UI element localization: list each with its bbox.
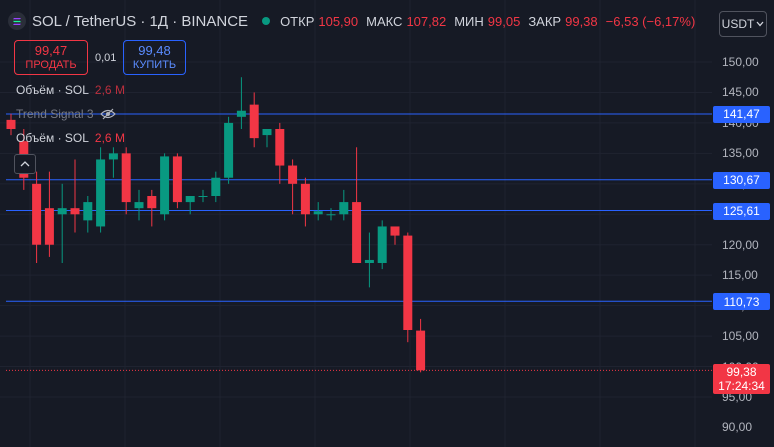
last-price-tag: 99,38 17:24:34 bbox=[713, 364, 770, 394]
chevron-up-icon bbox=[20, 161, 30, 167]
line-price-tag: 141,47 bbox=[713, 105, 770, 123]
candle-body bbox=[313, 211, 323, 215]
ohlc-high-label: МАКС bbox=[366, 13, 403, 29]
indicator-value: 2,6 M bbox=[94, 131, 125, 145]
candle-body bbox=[262, 129, 272, 136]
price-axis-label: 120,00 bbox=[722, 237, 759, 252]
price-axis-label: 150,00 bbox=[722, 55, 759, 69]
last-price-value: 99,38 bbox=[726, 365, 757, 379]
candle-body bbox=[352, 202, 362, 263]
candle-body bbox=[32, 183, 42, 245]
indicator-value: 2,6 M bbox=[94, 83, 125, 97]
buy-price: 99,48 bbox=[138, 42, 171, 58]
candle-body bbox=[300, 183, 310, 215]
candle-body bbox=[57, 208, 67, 215]
candle-body bbox=[44, 208, 54, 245]
ohlc-values: ОТКР 105,90 МАКС 107,82 МИН 99,05 ЗАКР 99,38… bbox=[280, 14, 699, 29]
candle-body bbox=[364, 259, 374, 263]
indicator-volume-1[interactable]: Объём · SOL 2,6 M bbox=[16, 83, 125, 97]
candle-body bbox=[185, 196, 195, 203]
chart-header: SOL / TetherUS · 1Д · BINANCE ОТКР 105,90… bbox=[8, 8, 699, 34]
candle-body bbox=[236, 110, 246, 117]
ohlc-change: −6,53 (−6,17%) bbox=[605, 13, 696, 29]
candle-body bbox=[147, 196, 157, 209]
candle-body bbox=[211, 177, 221, 196]
price-axis-label: 105,00 bbox=[722, 329, 759, 344]
candle-body bbox=[160, 156, 170, 215]
line-price-tag: 130,67 bbox=[713, 171, 770, 189]
sell-button[interactable]: 99,47 ПРОДАТЬ bbox=[14, 40, 88, 75]
ohlc-open-value: 105,90 bbox=[318, 13, 359, 29]
bar-countdown: 17:24:34 bbox=[718, 379, 765, 393]
candle-body bbox=[198, 196, 208, 197]
candle-body bbox=[172, 156, 182, 203]
price-axis-label: 135,00 bbox=[722, 146, 759, 161]
sell-label: ПРОДАТЬ bbox=[25, 58, 77, 71]
candle-body bbox=[249, 104, 259, 139]
candle-body bbox=[6, 119, 16, 129]
indicator-name: Объём · SOL bbox=[16, 131, 89, 145]
candle-body bbox=[275, 129, 285, 166]
line-price-tag: 125,61 bbox=[713, 202, 770, 220]
indicator-name: Trend Signal 3 bbox=[16, 107, 94, 121]
candle-body bbox=[108, 153, 118, 160]
indicator-volume-2[interactable]: Объём · SOL 2,6 M bbox=[16, 131, 125, 145]
buy-label: КУПИТЬ bbox=[132, 58, 177, 71]
candle-body bbox=[339, 202, 349, 215]
candle-body bbox=[403, 235, 413, 330]
sell-price: 99,47 bbox=[34, 42, 68, 58]
solana-icon bbox=[8, 12, 26, 30]
symbol-title[interactable]: SOL / TetherUS · 1Д · BINANCE bbox=[32, 12, 249, 30]
price-axis-label: 145,00 bbox=[722, 85, 759, 100]
ohlc-open-label: ОТКР bbox=[280, 13, 315, 29]
currency-label: USDT bbox=[721, 17, 755, 31]
spread-value: 0,01 bbox=[95, 52, 117, 64]
chevron-down-icon bbox=[756, 21, 764, 27]
indicator-trend-signal[interactable]: Trend Signal 3 bbox=[16, 107, 116, 121]
line-price-tag: 110,73 bbox=[713, 293, 770, 311]
candle-body bbox=[224, 122, 234, 178]
price-axis-label: 115,00 bbox=[722, 268, 758, 283]
market-status-dot bbox=[262, 17, 271, 25]
collapse-legend-button[interactable] bbox=[14, 154, 36, 174]
candle-body bbox=[288, 165, 298, 184]
candle-body bbox=[121, 153, 131, 203]
ohlc-low-value: 99,05 bbox=[487, 13, 521, 29]
price-axis-label: 90,00 bbox=[722, 420, 753, 435]
ohlc-low-label: МИН bbox=[454, 13, 484, 29]
candle-body bbox=[416, 330, 426, 371]
candle-body bbox=[390, 226, 400, 236]
candle-body bbox=[96, 159, 106, 227]
candle-body bbox=[83, 202, 93, 221]
candle-body bbox=[134, 202, 144, 209]
ohlc-close-label: ЗАКР bbox=[528, 13, 562, 29]
eye-hidden-icon[interactable] bbox=[99, 108, 116, 120]
candle-body bbox=[70, 208, 80, 215]
ohlc-high-value: 107,82 bbox=[406, 13, 447, 29]
candle-body bbox=[326, 214, 336, 216]
currency-selector[interactable]: USDT bbox=[719, 11, 767, 37]
buy-button[interactable]: 99,48 КУПИТЬ bbox=[123, 40, 186, 75]
indicator-name: Объём · SOL bbox=[16, 83, 89, 97]
ohlc-close-value: 99,38 bbox=[565, 13, 598, 29]
candle-body bbox=[377, 226, 387, 263]
